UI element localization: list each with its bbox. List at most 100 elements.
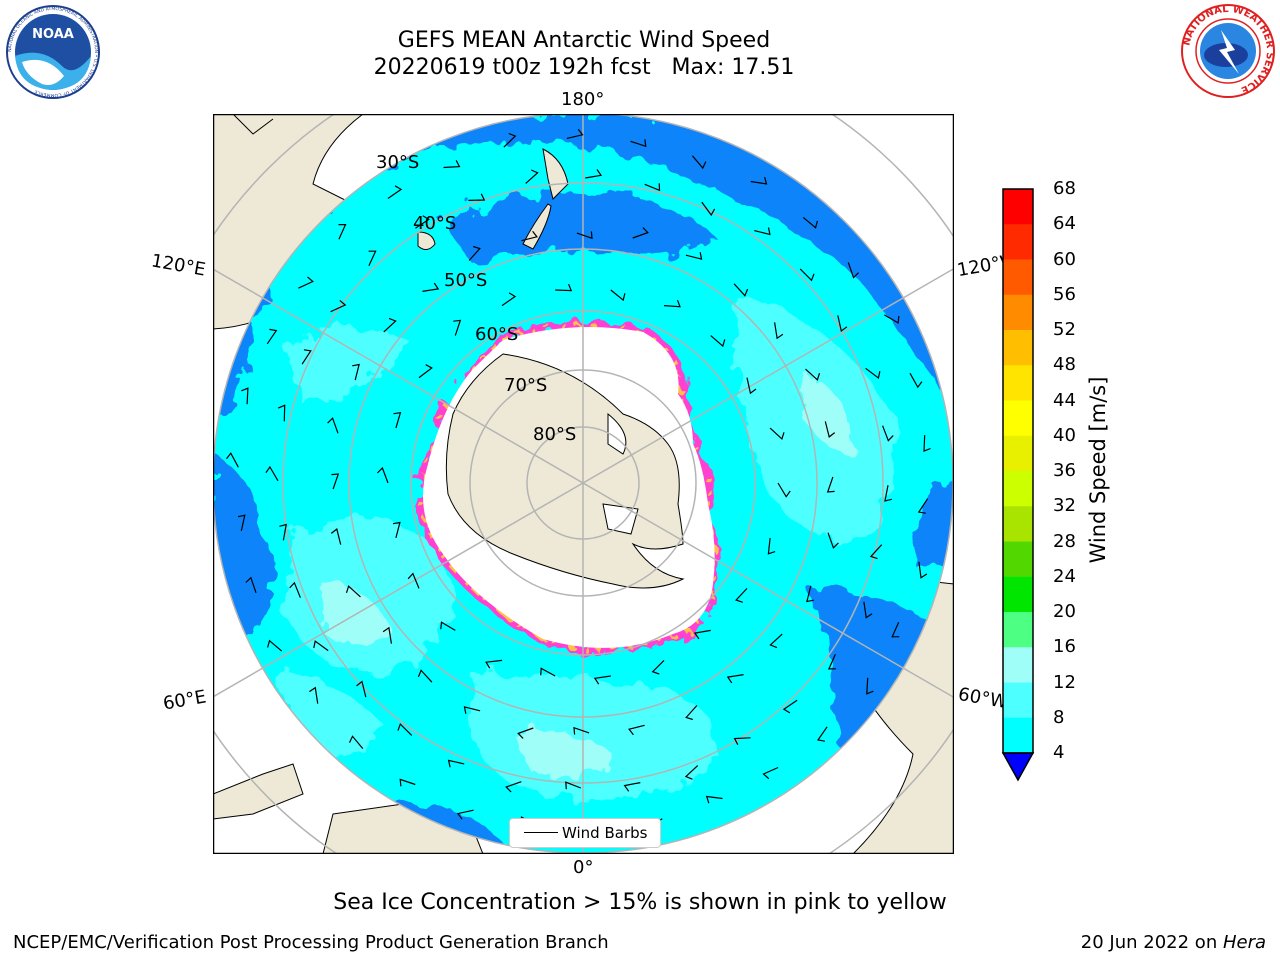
wind-barb [909,372,923,389]
lon-label-0: 0° [573,857,594,878]
wind-barb [383,317,397,333]
wind-barb [463,706,481,714]
colorbar-tick-label: 44 [1053,389,1076,411]
wind-barb [782,699,798,714]
wind-barb [866,677,874,695]
wind-barb [345,585,361,598]
wind-barb [266,328,278,345]
wind-barb [331,473,340,490]
colorbar-cell [1003,541,1033,578]
colorbar-cell [1003,294,1033,331]
lat-label-40s: 40°S [413,213,457,234]
new-zealand-tasmania [417,148,569,250]
wind-barb [576,231,593,240]
wind-barb [298,276,314,289]
wind-barb [767,537,776,555]
colorbar-tick-label: 68 [1053,178,1076,199]
wind-barb [387,185,403,199]
colorbar-tick-label: 28 [1053,530,1076,552]
wind-barb [726,674,744,684]
wind-barb [485,659,503,669]
colorbar-title: Wind Speed [m/s] [1086,376,1110,564]
map-legend: Wind Barbs [509,818,661,848]
wind-barb [338,224,347,240]
wind-barb [237,514,246,532]
noaa-logo: NOAA NATIONAL OCEANIC AND ATMOSPHERIC AD… [6,5,100,99]
wind-barb [277,404,286,422]
colorbar-extend-triangle [1001,752,1035,782]
wind-barb [540,667,556,677]
wind-barb [869,544,883,560]
wind-barb [827,654,836,670]
wind-barb [663,299,681,308]
wind-barb [267,639,283,652]
wind-barb [241,387,249,405]
lat-label-50s: 50°S [444,270,488,291]
wind-barb [754,227,771,236]
colorbar-tick-label: 24 [1053,565,1076,587]
noaa-logo-text: NOAA [32,27,74,42]
colorbar-cell [1003,717,1033,754]
wind-barb [651,659,665,675]
colorbar-tick-label: 8 [1053,706,1065,728]
colorbar-tick-label: 16 [1053,636,1076,658]
colorbar-cell [1003,576,1033,613]
wind-barb [735,587,748,603]
colorbar [1001,188,1035,782]
nws-logo: NATIONAL WEATHER SERVICE [1181,4,1275,98]
wind-barb [799,268,815,282]
colorbar-tick-label: 32 [1053,495,1076,517]
wind-barb [525,169,539,184]
colorbar-cell [1003,189,1033,225]
wind-barb [593,675,611,685]
wind-barb [827,532,839,549]
wind-barb [847,262,860,279]
wind-barb [245,576,257,593]
colorbar-cell [1003,400,1033,437]
wind-barb [805,368,821,381]
wind-barb [816,726,828,742]
wind-barb [777,482,791,498]
wind-barb [443,160,461,169]
colorbar-tick-label: 60 [1053,248,1076,270]
wind-barb [693,629,711,640]
wind-barb [376,466,389,484]
colorbar-cell [1003,435,1033,472]
wind-barb [610,289,626,302]
lon-label-180: 180° [561,89,605,110]
wind-barb [289,581,301,598]
wind-barb [863,601,873,619]
lat-label-60s: 60°S [475,324,519,345]
wind-barb [750,176,768,185]
wind-barb [774,322,784,340]
wind-barb [521,230,538,242]
colorbar-tick-label: 12 [1053,671,1076,693]
wind-barb [644,183,661,192]
wind-barb [309,686,319,704]
wind-barb [623,782,641,792]
wind-barb [327,417,339,434]
colorbar-tick-label: 48 [1053,354,1076,376]
wind-barb [415,215,430,229]
colorbar-tick-label: 40 [1053,424,1076,446]
colorbar-cell [1003,612,1033,648]
wind-barb [628,724,645,736]
wind-barb [573,726,590,735]
wind-barbs [226,128,931,835]
wind-barb [265,465,279,482]
wind-barb [517,727,534,739]
wind-barb [453,319,462,336]
wind-barb [418,364,433,379]
colorbar-tick-label: 4 [1053,742,1065,763]
wind-barb [769,633,783,649]
wind-barb [393,411,402,429]
machine-name: Hera [1222,932,1266,953]
wind-barb [733,737,751,745]
colorbar-cell [1003,471,1033,507]
wind-barb [685,252,703,260]
wind-barb [826,476,835,493]
chart-subtitle: 20220619 t00z 192h fcst Max: 17.51 [373,55,795,80]
wind-barb [456,809,474,820]
wind-barb [313,640,329,652]
wind-barb [279,523,287,541]
